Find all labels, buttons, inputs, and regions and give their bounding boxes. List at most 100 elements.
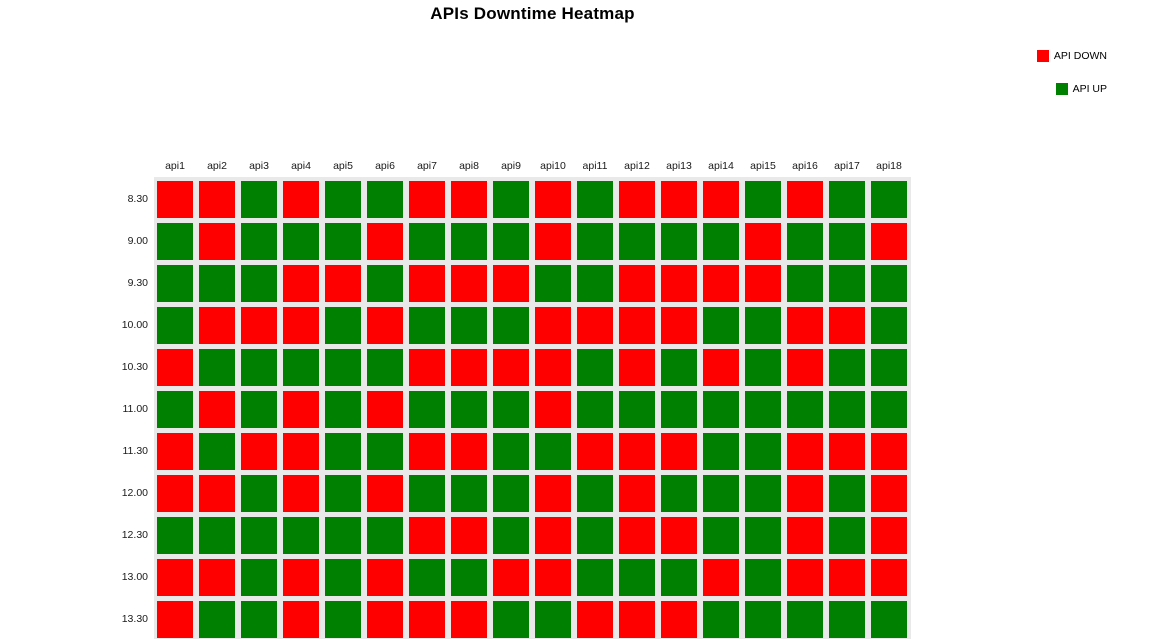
heatmap-cell: [283, 391, 319, 428]
heatmap-cell: [493, 517, 529, 554]
legend-swatch-icon: [1055, 83, 1068, 95]
x-axis-label: api2: [207, 160, 227, 172]
heatmap-cell: [577, 349, 613, 386]
heatmap-cell: [409, 307, 445, 344]
x-axis-label: api13: [666, 160, 692, 172]
heatmap-cell: [409, 517, 445, 554]
heatmap-cell: [451, 475, 487, 512]
heatmap-cell: [745, 559, 781, 596]
heatmap-cell: [493, 559, 529, 596]
heatmap-cell: [283, 601, 319, 638]
x-axis-label: api16: [792, 160, 818, 172]
heatmap-cell: [157, 223, 193, 260]
heatmap-cell: [241, 265, 277, 302]
heatmap-cell: [493, 433, 529, 470]
heatmap-cell: [199, 349, 235, 386]
heatmap-cell: [661, 223, 697, 260]
heatmap-cell: [619, 475, 655, 512]
heatmap-cell: [493, 475, 529, 512]
legend-label: API UP: [1072, 83, 1107, 95]
heatmap-cell: [451, 559, 487, 596]
heatmap-cell: [619, 391, 655, 428]
heatmap-cell: [787, 391, 823, 428]
legend-item-api-down[interactable]: API DOWN: [1036, 50, 1107, 62]
y-axis-label: 8.30: [127, 193, 148, 205]
heatmap-cell: [409, 181, 445, 218]
heatmap-cell: [367, 517, 403, 554]
y-axis-label: 12.30: [121, 529, 148, 541]
legend-swatch-icon: [1036, 50, 1049, 62]
heatmap-cell: [619, 433, 655, 470]
heatmap-cell: [745, 223, 781, 260]
heatmap-cell: [451, 265, 487, 302]
heatmap-cell: [619, 181, 655, 218]
heatmap-cell: [325, 307, 361, 344]
heatmap-cell: [787, 181, 823, 218]
legend-item-api-up[interactable]: API UP: [1055, 83, 1107, 95]
heatmap-cell: [619, 601, 655, 638]
x-axis-label: api14: [708, 160, 734, 172]
heatmap-cell: [787, 601, 823, 638]
heatmap-cell: [283, 433, 319, 470]
heatmap-cell: [409, 433, 445, 470]
heatmap-cell: [409, 349, 445, 386]
heatmap-cell: [325, 265, 361, 302]
heatmap-cell: [535, 601, 571, 638]
heatmap-cell: [493, 181, 529, 218]
heatmap-cell: [367, 265, 403, 302]
heatmap-cell: [199, 601, 235, 638]
heatmap-cell: [325, 223, 361, 260]
heatmap-cell: [829, 349, 865, 386]
heatmap-cell: [661, 391, 697, 428]
heatmap-cell: [703, 601, 739, 638]
heatmap-cell: [535, 307, 571, 344]
heatmap-cell: [451, 517, 487, 554]
heatmap-cell: [409, 475, 445, 512]
heatmap-cell: [577, 601, 613, 638]
heatmap-cell: [451, 391, 487, 428]
heatmap-cell: [703, 307, 739, 344]
heatmap-cell: [241, 349, 277, 386]
heatmap-cell: [241, 391, 277, 428]
heatmap-cell: [199, 307, 235, 344]
x-axis-label: api1: [165, 160, 185, 172]
heatmap-cell: [535, 475, 571, 512]
heatmap-cell: [619, 265, 655, 302]
heatmap-cell: [619, 517, 655, 554]
heatmap-cell: [703, 517, 739, 554]
heatmap-cell: [829, 265, 865, 302]
heatmap-cell: [745, 349, 781, 386]
heatmap-cell: [661, 307, 697, 344]
heatmap-cell: [157, 517, 193, 554]
heatmap-cell: [871, 391, 907, 428]
plot-area: [154, 177, 911, 639]
heatmap-cell: [367, 601, 403, 638]
heatmap-cell: [829, 391, 865, 428]
heatmap-cell: [787, 433, 823, 470]
heatmap-cell: [703, 475, 739, 512]
y-axis-label: 13.30: [121, 613, 148, 625]
heatmap-cell: [367, 559, 403, 596]
heatmap-cell: [325, 433, 361, 470]
heatmap-cell: [535, 559, 571, 596]
heatmap-cell: [661, 475, 697, 512]
heatmap-cell: [703, 223, 739, 260]
heatmap-cell: [577, 559, 613, 596]
heatmap-cell: [703, 559, 739, 596]
heatmap-cell: [745, 307, 781, 344]
heatmap-cell: [325, 475, 361, 512]
heatmap-cell: [199, 517, 235, 554]
heatmap-cell: [577, 307, 613, 344]
legend: API DOWN API UP: [1036, 50, 1107, 95]
heatmap-cell: [157, 349, 193, 386]
heatmap-cell: [535, 223, 571, 260]
heatmap-cell: [871, 181, 907, 218]
x-axis-label: api3: [249, 160, 269, 172]
x-axis-label: api12: [624, 160, 650, 172]
heatmap-cell: [703, 391, 739, 428]
heatmap-cell: [787, 307, 823, 344]
x-axis-label: api7: [417, 160, 437, 172]
heatmap-cell: [871, 601, 907, 638]
x-axis-label: api9: [501, 160, 521, 172]
